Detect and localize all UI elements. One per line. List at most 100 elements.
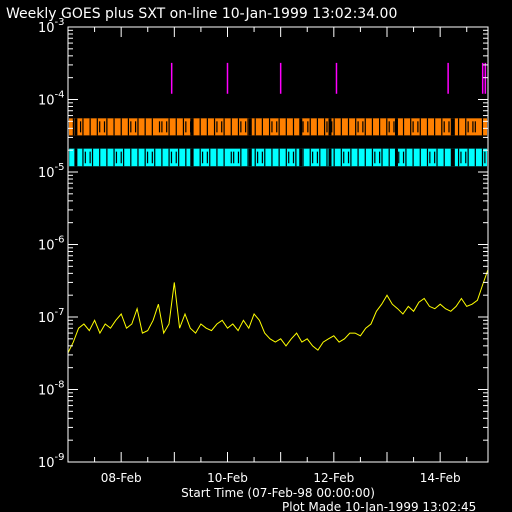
band-stripe bbox=[402, 151, 405, 164]
band-stripe bbox=[230, 118, 232, 136]
band-stripe bbox=[340, 118, 342, 136]
band-stripe bbox=[82, 118, 84, 136]
band-stripe bbox=[254, 148, 256, 167]
band-gap bbox=[190, 148, 194, 167]
band-stripe bbox=[457, 118, 460, 136]
band-gap bbox=[451, 148, 455, 167]
band-stripe bbox=[278, 118, 280, 136]
band-stripe bbox=[467, 148, 469, 167]
y-tick-label: 10-9 bbox=[38, 452, 65, 471]
band-stripe bbox=[271, 148, 273, 167]
band-stripe bbox=[426, 148, 429, 167]
band-stripe bbox=[161, 148, 163, 167]
plot-footer: Plot Made 10-Jan-1999 13:02:45 bbox=[282, 500, 476, 512]
band-stripe bbox=[137, 148, 139, 167]
band-stripe bbox=[245, 121, 247, 133]
band-stripe bbox=[223, 148, 225, 167]
band-stripe bbox=[410, 118, 412, 136]
band-stripe bbox=[216, 121, 218, 133]
band-stripe bbox=[474, 121, 476, 133]
band-stripe bbox=[144, 118, 146, 136]
band-stripe bbox=[405, 148, 407, 167]
x-tick-label: 14-Feb bbox=[420, 471, 461, 485]
band-stripe bbox=[316, 118, 319, 136]
band-stripe bbox=[137, 118, 139, 136]
band-stripe bbox=[386, 118, 388, 136]
band-stripe bbox=[371, 118, 374, 136]
band-stripe bbox=[130, 121, 132, 133]
band-stripe bbox=[434, 118, 436, 136]
band-gap bbox=[74, 118, 78, 136]
band-stripe bbox=[99, 121, 101, 133]
band-stripe bbox=[264, 148, 266, 167]
band-stripe bbox=[134, 121, 137, 133]
y-tick-label: 10-4 bbox=[38, 90, 65, 109]
x-axis: 08-Feb 10-Feb 12-Feb 14-Feb bbox=[67, 27, 468, 485]
band-gap bbox=[328, 118, 332, 136]
band-stripe bbox=[295, 148, 297, 167]
band-stripe bbox=[166, 121, 168, 133]
band-stripe bbox=[240, 121, 242, 133]
band-stripe bbox=[168, 148, 170, 167]
band-stripe bbox=[230, 151, 232, 164]
band-gap bbox=[299, 118, 303, 136]
band-stripe bbox=[206, 118, 208, 136]
band-stripe bbox=[412, 148, 414, 167]
band-stripe bbox=[364, 148, 366, 167]
band-stripe bbox=[350, 148, 352, 167]
band-stripe bbox=[481, 118, 484, 136]
band-stripe bbox=[84, 151, 86, 164]
band-stripe bbox=[103, 121, 106, 133]
band-stripe bbox=[448, 121, 450, 133]
band-stripe bbox=[185, 148, 187, 167]
x-tick-label: 12-Feb bbox=[313, 471, 354, 485]
band-stripe bbox=[292, 151, 295, 164]
band-stripe bbox=[467, 121, 469, 133]
band-stripe bbox=[312, 151, 314, 164]
band-stripe bbox=[106, 148, 108, 167]
band-stripe bbox=[419, 118, 421, 136]
band-stripe bbox=[123, 148, 125, 167]
band-stripe bbox=[130, 148, 132, 167]
band-stripe bbox=[481, 148, 484, 167]
band-0 bbox=[69, 118, 487, 136]
y-tick-label: 10-6 bbox=[38, 235, 65, 254]
band-stripe bbox=[331, 121, 333, 133]
band-stripe bbox=[237, 151, 240, 164]
y-tick-label: 10-3 bbox=[38, 17, 65, 36]
band-stripe bbox=[371, 148, 374, 167]
band-stripe bbox=[170, 151, 173, 164]
band-stripe bbox=[82, 148, 84, 167]
band-stripe bbox=[106, 118, 108, 136]
band-stripe bbox=[144, 148, 146, 167]
band-stripe bbox=[347, 151, 350, 164]
band-stripe bbox=[340, 148, 342, 167]
band-gap bbox=[394, 118, 398, 136]
band-stripe bbox=[364, 118, 366, 136]
band-stripe bbox=[309, 148, 311, 167]
band-stripe bbox=[319, 148, 321, 167]
band-stripe bbox=[120, 151, 122, 164]
band-stripe bbox=[302, 121, 304, 133]
band-stripe bbox=[72, 118, 74, 136]
band-stripe bbox=[484, 151, 486, 164]
band-stripe bbox=[292, 118, 295, 136]
band-stripe bbox=[357, 148, 359, 167]
band-stripe bbox=[450, 118, 452, 136]
band-stripe bbox=[412, 121, 414, 133]
y-tick-label: 10-8 bbox=[38, 380, 65, 399]
band-stripe bbox=[89, 151, 91, 164]
band-gap bbox=[190, 118, 194, 136]
plot-frame bbox=[67, 26, 489, 463]
band-stripe bbox=[436, 148, 438, 167]
band-stripe bbox=[113, 148, 115, 167]
band-stripe bbox=[199, 118, 201, 136]
y-tick-label: 10-5 bbox=[38, 162, 65, 181]
band-stripe bbox=[151, 118, 153, 136]
band-1 bbox=[69, 148, 487, 167]
band-stripe bbox=[426, 118, 429, 136]
chart-title: Weekly GOES plus SXT on-line 10-Jan-1999… bbox=[6, 6, 397, 22]
band-stripe bbox=[247, 148, 249, 167]
band-stripe bbox=[285, 148, 287, 167]
